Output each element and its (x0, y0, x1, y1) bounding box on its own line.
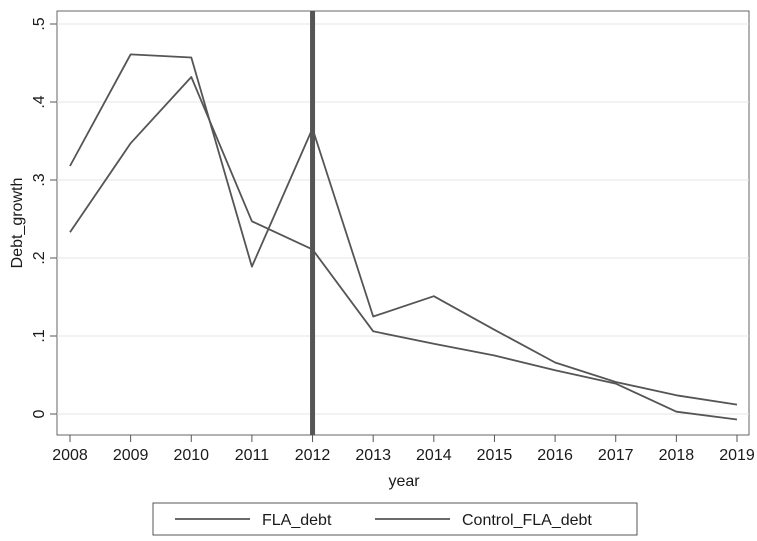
legend: FLA_debt Control_FLA_debt (152, 502, 638, 536)
x-tick-label-6: 2014 (416, 447, 452, 464)
x-tick-label-4: 2012 (295, 447, 331, 464)
x-tick-labels: 2008 2009 2010 2011 2012 2013 2014 2015 2016 2017… (52, 447, 755, 464)
x-tick-label-7: 2015 (477, 447, 513, 464)
y-tick-label-0: 0 (31, 409, 48, 418)
series-line-control-fla-debt (69, 76, 738, 421)
grid (57, 23, 749, 415)
y-tick-label-5: .5 (31, 17, 48, 30)
legend-label-fla-debt: FLA_debt (262, 512, 332, 529)
series-group (69, 53, 738, 421)
y-tick-label-3: .3 (31, 173, 48, 186)
y-tick-label-2: .2 (31, 251, 48, 264)
x-tick-label-3: 2011 (235, 447, 270, 464)
x-tick-label-5: 2013 (355, 447, 391, 464)
x-tick-label-8: 2016 (537, 447, 573, 464)
x-tick-label-2: 2010 (173, 447, 209, 464)
y-tick-label-4: .4 (31, 95, 48, 108)
x-axis-label: year (388, 473, 420, 490)
plot-area (56, 10, 750, 436)
y-axis-label: Debt_growth (9, 178, 26, 269)
x-tick-label-10: 2018 (659, 447, 695, 464)
x-tick-label-11: 2019 (719, 447, 755, 464)
series-line-fla-debt (69, 53, 738, 406)
axes (50, 23, 738, 442)
x-tick-label-1: 2009 (113, 447, 149, 464)
legend-label-control-fla-debt: Control_FLA_debt (462, 512, 592, 529)
y-tick-labels: 0 .1 .2 .3 .4 .5 (31, 17, 48, 418)
x-tick-label-0: 2008 (52, 447, 88, 464)
x-tick-label-9: 2017 (598, 447, 634, 464)
y-tick-label-1: .1 (31, 329, 48, 342)
